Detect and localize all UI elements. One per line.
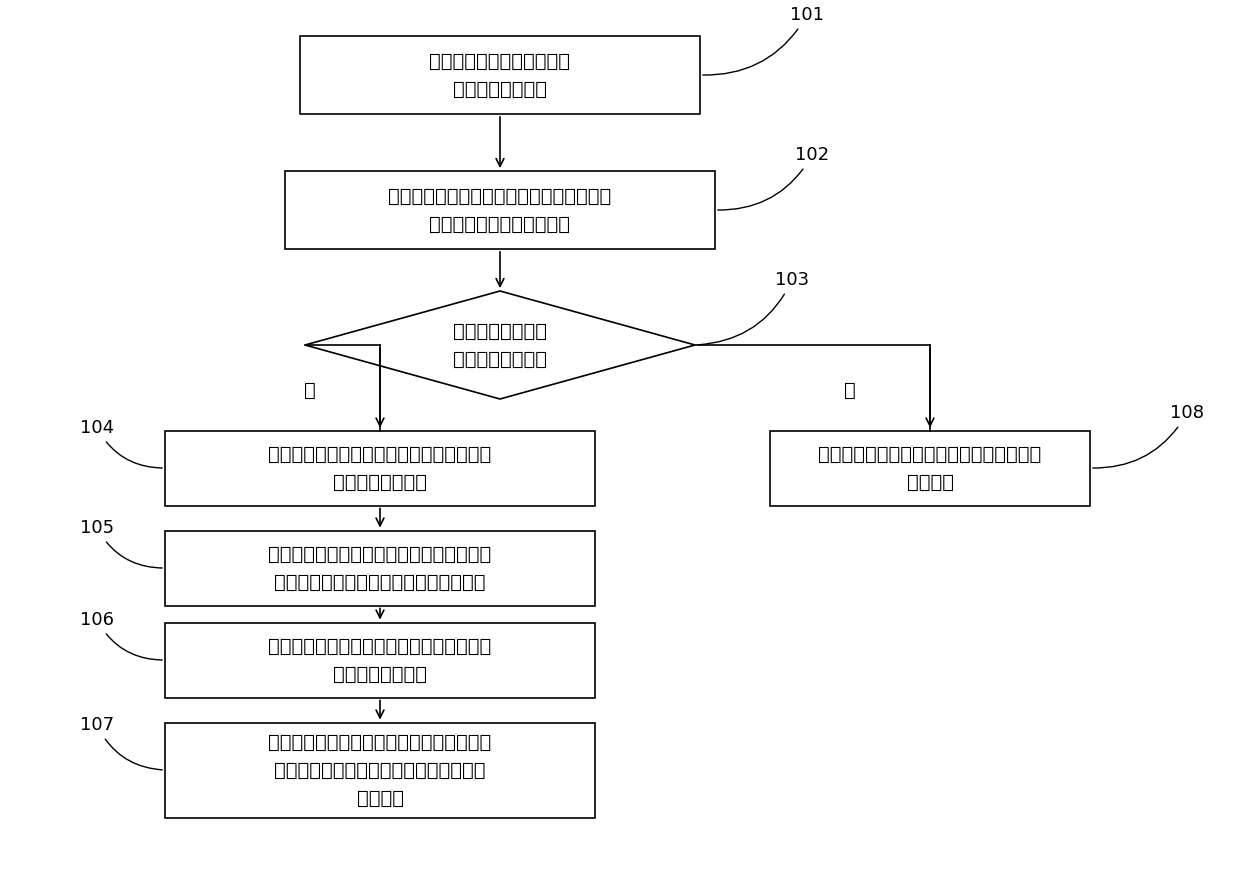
Text: 利用所述名义力学性能参数对所述加工材料
继续加工: 利用所述名义力学性能参数对所述加工材料 继续加工 — [818, 445, 1042, 492]
Bar — [300, 36, 701, 114]
Text: 将所述弯曲行程由所述云端发送至所述工控
机，并根据所述弯曲行程对所述加工材料
进行加工: 将所述弯曲行程由所述云端发送至所述工控 机，并根据所述弯曲行程对所述加工材料 进… — [268, 732, 491, 807]
Bar — [165, 430, 595, 505]
Text: 104: 104 — [81, 419, 162, 468]
Text: 102: 102 — [718, 146, 830, 210]
Bar — [285, 171, 715, 249]
Text: 根据所述初始化参数以及所述材料力学性能
参数确定弯曲行程: 根据所述初始化参数以及所述材料力学性能 参数确定弯曲行程 — [268, 636, 491, 683]
Text: 107: 107 — [81, 716, 162, 770]
Text: 是: 是 — [304, 380, 316, 399]
Text: 否: 否 — [844, 380, 856, 399]
Text: 105: 105 — [81, 519, 162, 568]
Text: 获取加工材料的初始化参数
以及在线加工数据: 获取加工材料的初始化参数 以及在线加工数据 — [429, 52, 570, 99]
Bar — [165, 723, 595, 818]
Text: 在所述初始化参数的加工条件下，根据所述
在线加工数据确定偏离程度: 在所述初始化参数的加工条件下，根据所述 在线加工数据确定偏离程度 — [388, 186, 611, 233]
Text: 101: 101 — [703, 6, 825, 75]
Text: 106: 106 — [81, 611, 162, 660]
Text: 所述偏离程度大于
预设偏离程度阈值: 所述偏离程度大于 预设偏离程度阈值 — [453, 322, 547, 369]
Text: 将所述初始化参数以及所述在线加工数据由
工控机发送至云端: 将所述初始化参数以及所述在线加工数据由 工控机发送至云端 — [268, 445, 491, 492]
Polygon shape — [305, 291, 694, 399]
Bar — [165, 530, 595, 606]
Text: 108: 108 — [1092, 404, 1204, 468]
Text: 利用云计算的粗粒度并行化遗传算法，根据
所述在线加工数据确定材料力学性能参数: 利用云计算的粗粒度并行化遗传算法，根据 所述在线加工数据确定材料力学性能参数 — [268, 544, 491, 592]
Bar — [165, 623, 595, 698]
Bar — [770, 430, 1090, 505]
Text: 103: 103 — [698, 271, 810, 345]
